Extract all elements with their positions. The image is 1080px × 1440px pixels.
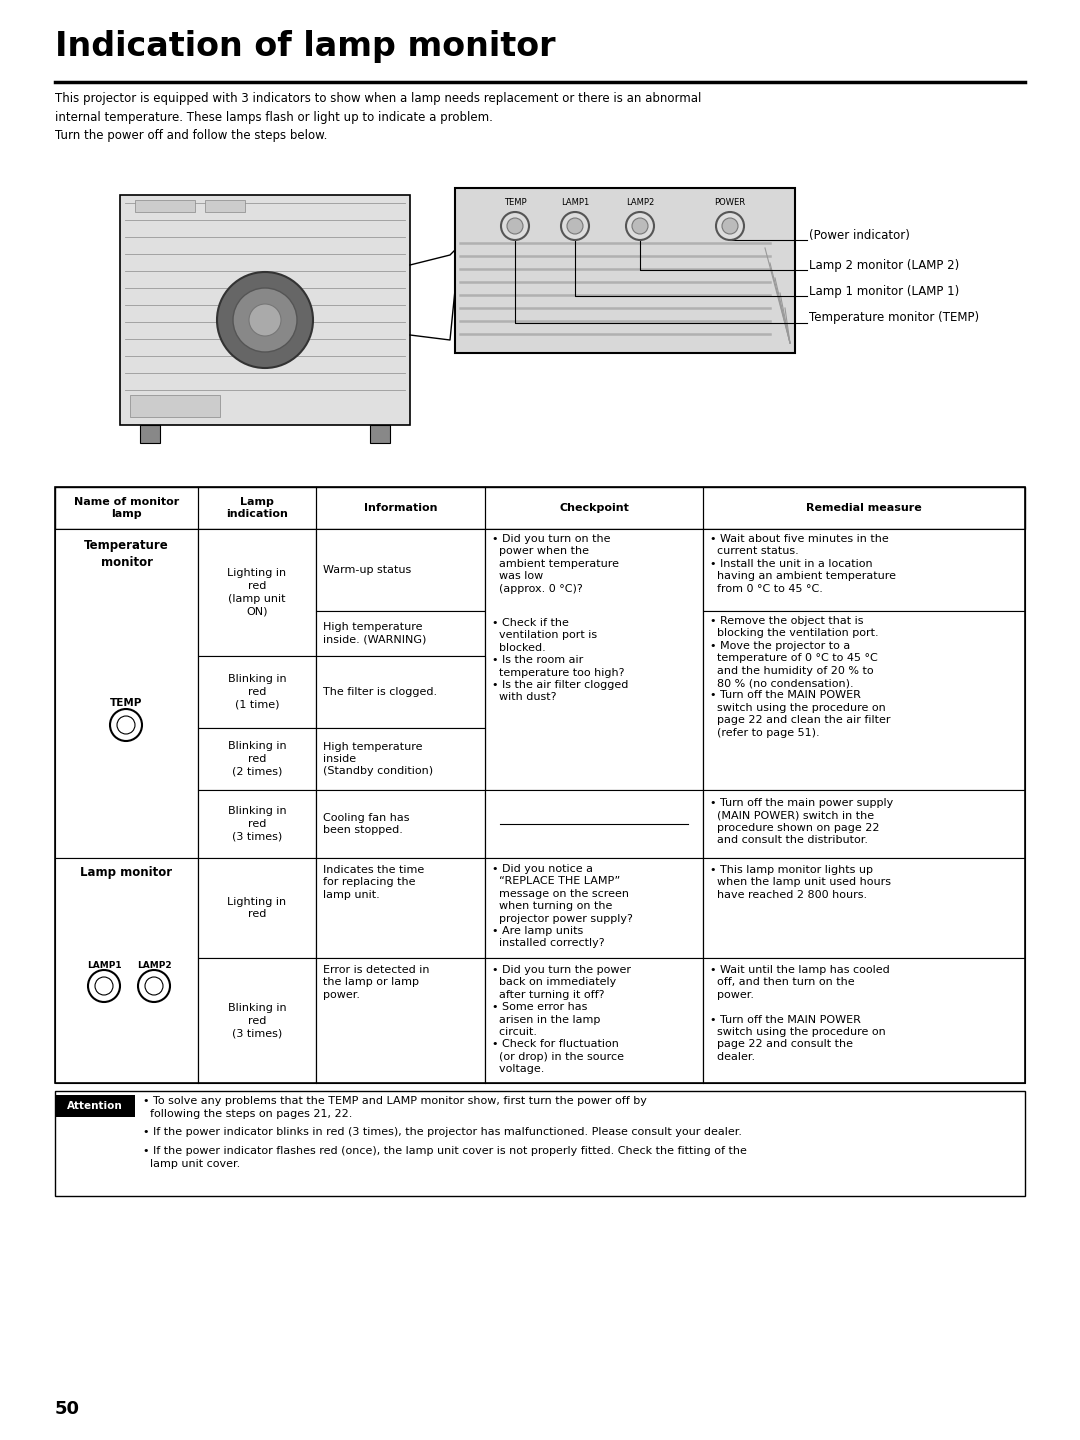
Bar (55, 1092, 1025, 1197)
Circle shape (632, 217, 648, 233)
Text: Indicates the time
for replacing the
lamp unit.: Indicates the time for replacing the lam… (323, 865, 424, 900)
Bar (316, 729, 485, 791)
Text: Attention: Attention (67, 1102, 123, 1112)
Text: • If the power indicator flashes red (once), the lamp unit cover is not properly: • If the power indicator flashes red (on… (143, 1146, 747, 1169)
Text: Checkpoint: Checkpoint (559, 503, 629, 513)
Text: High temperature
inside
(Standby condition): High temperature inside (Standby conditi… (323, 742, 433, 776)
Text: LAMP1: LAMP1 (561, 197, 589, 207)
Text: Name of monitor
lamp: Name of monitor lamp (73, 497, 179, 520)
Text: (Power indicator): (Power indicator) (809, 229, 909, 242)
Bar (198, 729, 316, 791)
Text: Warm-up status: Warm-up status (323, 564, 411, 575)
Circle shape (87, 971, 120, 1002)
Circle shape (217, 272, 313, 369)
Text: Error is detected in
the lamp or lamp
power.: Error is detected in the lamp or lamp po… (323, 965, 430, 999)
Circle shape (117, 716, 135, 734)
Text: POWER: POWER (715, 197, 745, 207)
Bar (140, 425, 160, 444)
Text: Blinking in
red
(1 time): Blinking in red (1 time) (228, 674, 286, 710)
Bar (55, 528, 198, 858)
Text: Lamp
indication: Lamp indication (226, 497, 288, 520)
Text: Temperature
monitor: Temperature monitor (84, 539, 168, 569)
Circle shape (626, 212, 654, 240)
Bar (55, 487, 1025, 528)
Bar (316, 611, 485, 657)
Circle shape (716, 212, 744, 240)
Text: • Did you turn on the
  power when the
  ambient temperature
  was low
  (approx: • Did you turn on the power when the amb… (492, 534, 619, 593)
Text: • To solve any problems that the TEMP and LAMP monitor show, first turn the powe: • To solve any problems that the TEMP an… (143, 1096, 647, 1119)
Bar (55, 1094, 135, 1117)
Bar (485, 791, 703, 858)
Bar (120, 194, 410, 425)
Bar (198, 858, 316, 958)
Text: This projector is equipped with 3 indicators to show when a lamp needs replaceme: This projector is equipped with 3 indica… (55, 92, 701, 143)
Circle shape (249, 304, 281, 336)
Text: Remedial measure: Remedial measure (806, 503, 922, 513)
Text: Blinking in
red
(3 times): Blinking in red (3 times) (228, 806, 286, 842)
Circle shape (110, 708, 141, 742)
Circle shape (233, 288, 297, 351)
Text: The filter is clogged.: The filter is clogged. (323, 687, 437, 697)
Bar (198, 958, 316, 1083)
Circle shape (138, 971, 170, 1002)
Text: • Turn off the main power supply
  (MAIN POWER) switch in the
  procedure shown : • Turn off the main power supply (MAIN P… (710, 798, 893, 845)
Text: Blinking in
red
(2 times): Blinking in red (2 times) (228, 742, 286, 776)
Bar (198, 657, 316, 729)
Bar (703, 858, 1025, 958)
Bar (455, 189, 795, 353)
Text: LAMP2: LAMP2 (137, 960, 172, 969)
Bar (55, 858, 198, 1083)
Circle shape (723, 217, 738, 233)
Bar (703, 958, 1025, 1083)
Text: Information: Information (364, 503, 437, 513)
Bar (130, 395, 220, 418)
Text: • Wait until the lamp has cooled
  off, and then turn on the
  power.

• Turn of: • Wait until the lamp has cooled off, an… (710, 965, 890, 1061)
Text: TEMP: TEMP (503, 197, 526, 207)
Text: Lamp 2 monitor (LAMP 2): Lamp 2 monitor (LAMP 2) (809, 259, 959, 272)
Text: LAMP2: LAMP2 (626, 197, 654, 207)
Bar (485, 958, 703, 1083)
Text: Lighting in
red: Lighting in red (228, 897, 286, 919)
Bar (316, 791, 485, 858)
Bar (485, 528, 703, 791)
Bar (205, 200, 245, 212)
Circle shape (567, 217, 583, 233)
Bar (316, 657, 485, 729)
Text: • Remove the object that is
  blocking the ventilation port.
• Move the projecto: • Remove the object that is blocking the… (710, 616, 891, 737)
Circle shape (145, 976, 163, 995)
Text: Temperature monitor (TEMP): Temperature monitor (TEMP) (809, 311, 980, 324)
Circle shape (507, 217, 523, 233)
Circle shape (95, 976, 113, 995)
Bar (55, 487, 1025, 1083)
Text: • If the power indicator blinks in red (3 times), the projector has malfunctione: • If the power indicator blinks in red (… (143, 1128, 742, 1138)
Text: Lamp monitor: Lamp monitor (80, 865, 173, 878)
Text: Lighting in
red
(lamp unit
ON): Lighting in red (lamp unit ON) (228, 569, 286, 616)
Text: • This lamp monitor lights up
  when the lamp unit used hours
  have reached 2 8: • This lamp monitor lights up when the l… (710, 865, 891, 900)
Text: Cooling fan has
been stopped.: Cooling fan has been stopped. (323, 812, 409, 835)
Bar (316, 858, 485, 958)
Bar (703, 528, 1025, 611)
Bar (370, 425, 390, 444)
Text: LAMP1: LAMP1 (86, 960, 121, 969)
Bar (703, 791, 1025, 858)
Text: TEMP: TEMP (110, 698, 143, 708)
Text: • Wait about five minutes in the
  current status.
• Install the unit in a locat: • Wait about five minutes in the current… (710, 534, 896, 593)
Text: Lamp 1 monitor (LAMP 1): Lamp 1 monitor (LAMP 1) (809, 285, 959, 298)
Text: • Check if the
  ventilation port is
  blocked.
• Is the room air
  temperature : • Check if the ventilation port is block… (492, 618, 629, 703)
Bar (198, 528, 316, 657)
Bar (485, 858, 703, 958)
Bar (135, 200, 195, 212)
Text: Blinking in
red
(3 times): Blinking in red (3 times) (228, 1002, 286, 1038)
Circle shape (501, 212, 529, 240)
Text: • Did you notice a
  “REPLACE THE LAMP”
  message on the screen
  when turning o: • Did you notice a “REPLACE THE LAMP” me… (492, 864, 633, 949)
Bar (316, 958, 485, 1083)
Text: High temperature
inside. (WARNING): High temperature inside. (WARNING) (323, 622, 427, 645)
Text: 50: 50 (55, 1400, 80, 1418)
Circle shape (561, 212, 589, 240)
Text: Indication of lamp monitor: Indication of lamp monitor (55, 30, 555, 63)
Bar (316, 528, 485, 611)
Text: • Did you turn the power
  back on immediately
  after turning it off?
• Some er: • Did you turn the power back on immedia… (492, 965, 631, 1074)
Bar (703, 611, 1025, 791)
Bar (198, 791, 316, 858)
